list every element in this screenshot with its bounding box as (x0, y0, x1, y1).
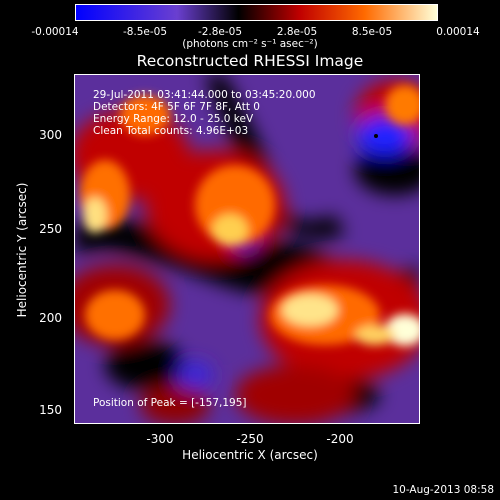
colorbar-tick: 0.00014 (436, 26, 480, 38)
info-energy: Energy Range: 12.0 - 25.0 keV (93, 113, 254, 125)
plot-title: Reconstructed RHESSI Image (136, 52, 364, 70)
y-axis-label: Heliocentric Y (arcsec) (15, 182, 29, 318)
generation-date: 10-Aug-2013 08:58 (392, 484, 494, 496)
x-tick: -300 (146, 432, 174, 446)
info-time: 29-Jul-2011 03:41:44.000 to 03:45:20.000 (93, 89, 316, 101)
info-detectors: Detectors: 4F 5F 6F 7F 8F, Att 0 (93, 101, 260, 113)
y-tick: 150 (39, 403, 62, 417)
peak-position: Position of Peak = [-157,195] (93, 397, 247, 409)
colorbar (75, 4, 438, 21)
peak-marker (374, 134, 378, 138)
colorbar-tick: -2.8e-05 (197, 26, 243, 38)
colorbar-tick: 2.8e-05 (276, 26, 318, 38)
colorbar-tick: 8.5e-05 (351, 26, 393, 38)
y-tick: 200 (39, 311, 62, 325)
info-clean: Clean Total counts: 4.96E+03 (93, 125, 249, 137)
rhessi-image (75, 75, 419, 423)
x-tick: -250 (236, 432, 264, 446)
colorbar-tick: -0.00014 (31, 26, 79, 38)
x-axis-label: Heliocentric X (arcsec) (182, 448, 318, 462)
image-plot: 29-Jul-2011 03:41:44.000 to 03:45:20.000… (74, 74, 420, 424)
colorbar-units: (photons cm⁻² s⁻¹ asec⁻²) (182, 38, 318, 50)
y-tick: 300 (39, 128, 62, 142)
colorbar-tick: -8.5e-05 (122, 26, 168, 38)
x-tick: -200 (326, 432, 354, 446)
y-tick: 250 (39, 222, 62, 236)
